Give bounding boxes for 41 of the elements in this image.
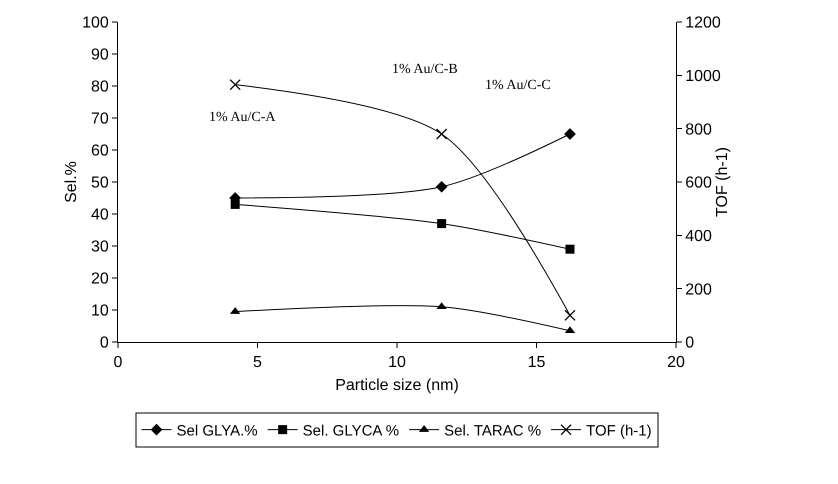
legend-label: TOF (h-1): [586, 422, 652, 440]
y-tick-label: 20: [91, 270, 109, 288]
y-tick-label: 60: [91, 142, 109, 160]
point: [565, 244, 574, 254]
y2-tick-label: 1000: [685, 68, 721, 85]
y-axis-title: Sel.%: [63, 161, 80, 203]
y-tick-label: 90: [91, 46, 109, 64]
y-tick-label: 80: [91, 78, 109, 96]
y-tick-label: 100: [82, 14, 109, 32]
point: [437, 219, 446, 228]
x-tick-label: 10: [388, 354, 406, 372]
point: [564, 128, 576, 140]
legend-label: Sel. TARAC %: [444, 422, 542, 440]
point: [564, 310, 576, 321]
y2-axis-title: TOF (h-1): [714, 147, 731, 217]
x-tick-label: 15: [528, 354, 546, 372]
annotation: 1% Au/C-B: [392, 62, 458, 77]
y2-tick-label: 1200: [685, 14, 721, 32]
y2-tick-label: 0: [685, 334, 694, 352]
y-tick-label: 30: [91, 238, 109, 256]
y2-tick-label: 600: [685, 174, 712, 192]
x-axis-title: Particle size (nm): [335, 376, 459, 394]
y-tick-label: 0: [100, 334, 109, 352]
legend-label: Sel. GLYCA %: [302, 422, 400, 440]
x-tick-label: 5: [253, 354, 262, 372]
y-tick-label: 50: [91, 174, 109, 192]
point: [230, 79, 241, 90]
x-tick-label: 0: [114, 354, 123, 372]
point: [230, 200, 240, 209]
y2-tick-label: 400: [685, 228, 712, 245]
y-tick-label: 70: [91, 110, 109, 128]
point: [436, 128, 448, 140]
point: [436, 180, 448, 193]
legend-label: Sel GLYA.%: [176, 422, 258, 440]
y2-tick-label: 200: [685, 281, 712, 298]
annotation: 1% Au/C-C: [485, 78, 551, 93]
annotation: 1% Au/C-A: [209, 110, 276, 125]
y-tick-label: 40: [91, 206, 109, 224]
y-tick-label: 10: [91, 302, 109, 320]
y2-tick-label: 800: [685, 121, 712, 138]
x-tick-label: 20: [667, 354, 685, 372]
